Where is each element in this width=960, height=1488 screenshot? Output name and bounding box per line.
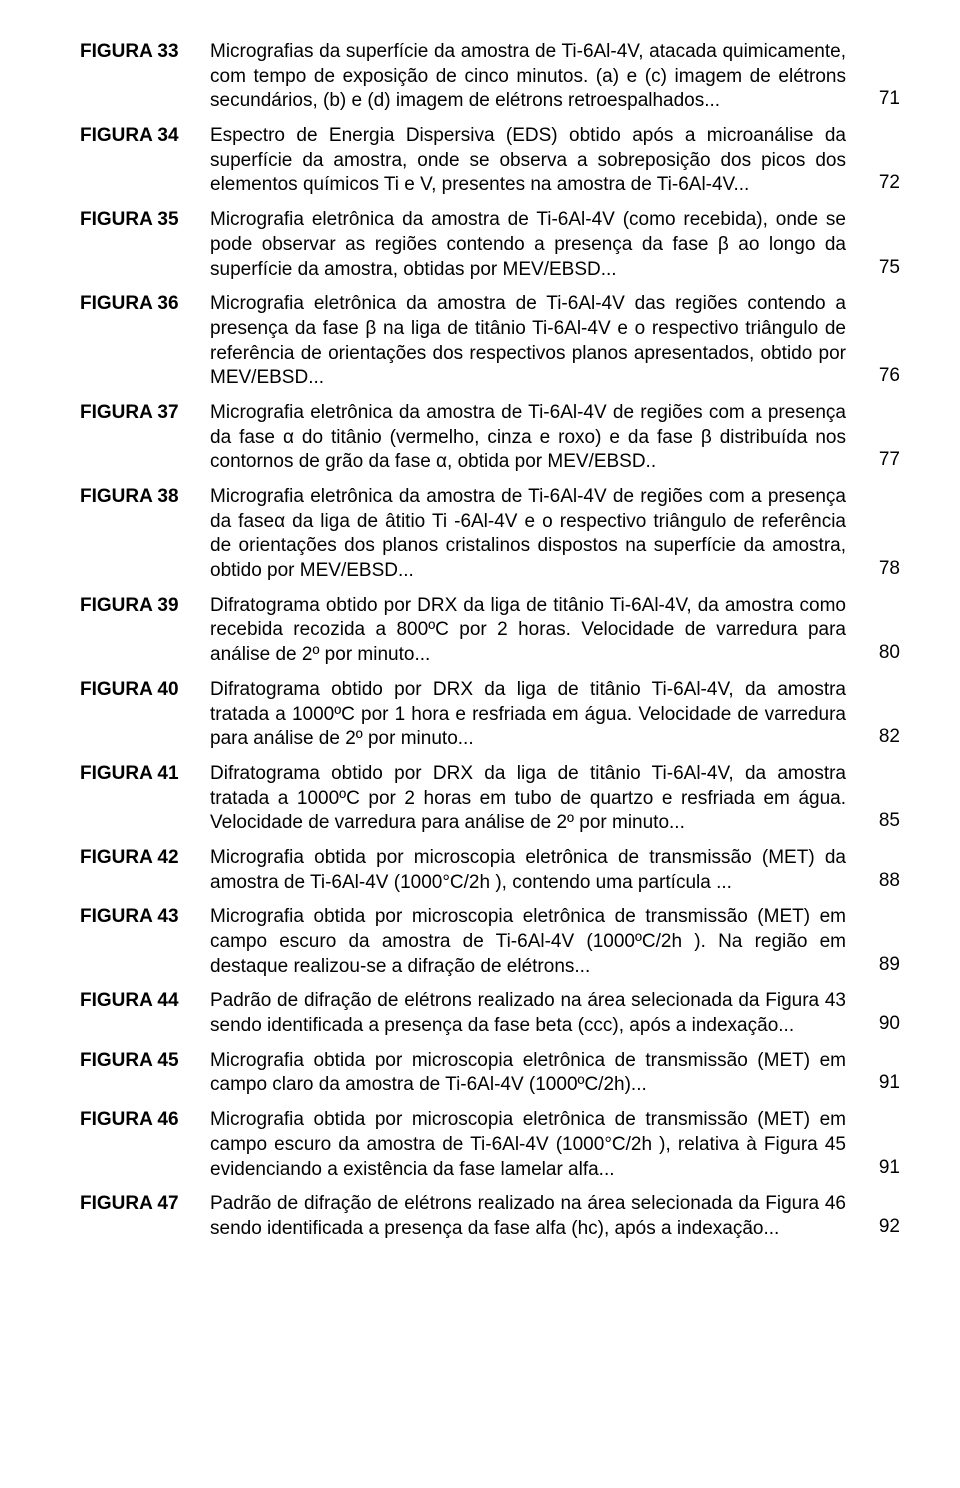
figure-row: FIGURA 47Padrão de difração de elétrons … <box>80 1192 900 1241</box>
figure-description: Micrografia obtida por microscopia eletr… <box>210 846 864 895</box>
figure-page-number: 72 <box>864 171 900 198</box>
figure-description: Micrografia eletrônica da amostra de Ti-… <box>210 485 864 584</box>
figure-page-number: 75 <box>864 256 900 283</box>
figure-row: FIGURA 36Micrografia eletrônica da amost… <box>80 292 900 391</box>
figure-label: FIGURA 41 <box>80 762 210 787</box>
figure-row: FIGURA 33Micrografias da superfície da a… <box>80 40 900 114</box>
figure-page-number: 76 <box>864 364 900 391</box>
figure-label: FIGURA 33 <box>80 40 210 65</box>
figure-row: FIGURA 37Micrografia eletrônica da amost… <box>80 401 900 475</box>
figure-label: FIGURA 39 <box>80 594 210 619</box>
figure-description: Micrografia obtida por microscopia eletr… <box>210 905 864 979</box>
figure-description: Padrão de difração de elétrons realizado… <box>210 989 864 1038</box>
figure-row: FIGURA 45Micrografia obtida por microsco… <box>80 1049 900 1098</box>
figure-page-number: 71 <box>864 87 900 114</box>
figure-description: Difratograma obtido por DRX da liga de t… <box>210 678 864 752</box>
figure-row: FIGURA 42Micrografia obtida por microsco… <box>80 846 900 895</box>
figure-row: FIGURA 41Difratograma obtido por DRX da … <box>80 762 900 836</box>
figure-page-number: 91 <box>864 1156 900 1183</box>
figure-label: FIGURA 44 <box>80 989 210 1014</box>
figure-description: Micrografia obtida por microscopia eletr… <box>210 1049 864 1098</box>
figure-description: Micrografia obtida por microscopia eletr… <box>210 1108 864 1182</box>
figure-description: Micrografia eletrônica da amostra de Ti-… <box>210 401 864 475</box>
figure-page-number: 77 <box>864 448 900 475</box>
figure-row: FIGURA 35Micrografia eletrônica da amost… <box>80 208 900 282</box>
figure-description: Difratograma obtido por DRX da liga de t… <box>210 762 864 836</box>
figure-label: FIGURA 38 <box>80 485 210 510</box>
figure-page-number: 78 <box>864 557 900 584</box>
figure-label: FIGURA 34 <box>80 124 210 149</box>
figure-page-number: 90 <box>864 1012 900 1039</box>
figure-description: Espectro de Energia Dispersiva (EDS) obt… <box>210 124 864 198</box>
figure-label: FIGURA 47 <box>80 1192 210 1217</box>
figure-label: FIGURA 37 <box>80 401 210 426</box>
figure-row: FIGURA 46Micrografia obtida por microsco… <box>80 1108 900 1182</box>
figure-label: FIGURA 40 <box>80 678 210 703</box>
figure-description: Micrografia eletrônica da amostra de Ti-… <box>210 292 864 391</box>
figure-label: FIGURA 43 <box>80 905 210 930</box>
figure-page-number: 92 <box>864 1215 900 1242</box>
figure-description: Micrografias da superfície da amostra de… <box>210 40 864 114</box>
figure-page-number: 82 <box>864 725 900 752</box>
figure-page-number: 88 <box>864 869 900 896</box>
figure-label: FIGURA 35 <box>80 208 210 233</box>
figure-label: FIGURA 42 <box>80 846 210 871</box>
figure-label: FIGURA 45 <box>80 1049 210 1074</box>
figure-row: FIGURA 40Difratograma obtido por DRX da … <box>80 678 900 752</box>
figure-description: Difratograma obtido por DRX da liga de t… <box>210 594 864 668</box>
figure-page-number: 91 <box>864 1071 900 1098</box>
figure-page-number: 85 <box>864 809 900 836</box>
figure-row: FIGURA 43Micrografia obtida por microsco… <box>80 905 900 979</box>
figure-list: FIGURA 33Micrografias da superfície da a… <box>80 40 900 1242</box>
figure-label: FIGURA 36 <box>80 292 210 317</box>
figure-label: FIGURA 46 <box>80 1108 210 1133</box>
figure-row: FIGURA 34Espectro de Energia Dispersiva … <box>80 124 900 198</box>
figure-page-number: 80 <box>864 641 900 668</box>
figure-page-number: 89 <box>864 953 900 980</box>
figure-row: FIGURA 44Padrão de difração de elétrons … <box>80 989 900 1038</box>
figure-row: FIGURA 39Difratograma obtido por DRX da … <box>80 594 900 668</box>
figure-description: Padrão de difração de elétrons realizado… <box>210 1192 864 1241</box>
figure-description: Micrografia eletrônica da amostra de Ti-… <box>210 208 864 282</box>
figure-row: FIGURA 38Micrografia eletrônica da amost… <box>80 485 900 584</box>
